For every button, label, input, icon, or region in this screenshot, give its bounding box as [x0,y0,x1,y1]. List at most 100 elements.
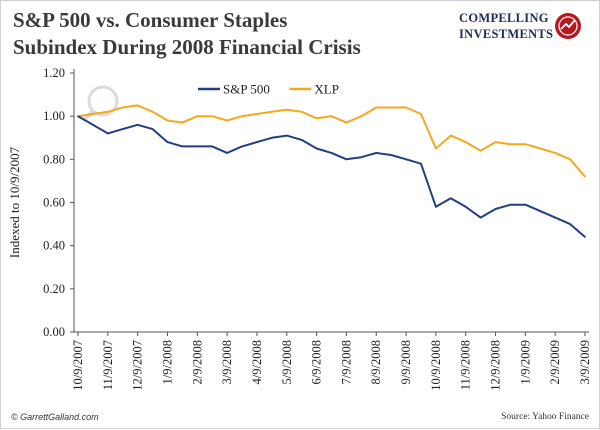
y-tick-label: 1.00 [43,109,65,123]
chart-title-line1: S&P 500 vs. Consumer Staples [13,8,288,32]
data-point [107,111,109,113]
data-point [509,143,512,146]
chart-title-line2: Subindex During 2008 Financial Crisis [13,35,361,59]
legend-label: XLP [314,82,339,97]
data-point [271,136,273,139]
data-point [494,208,497,210]
data-point [494,141,497,143]
data-point [226,119,228,122]
data-point [196,115,199,117]
data-point [285,134,288,137]
data-point [554,152,556,154]
series-layer [77,104,586,238]
data-point [345,121,348,124]
x-tick-label: 3/9/2009 [578,340,592,384]
chart-title: S&P 500 vs. Consumer Staples Subindex Du… [13,7,453,61]
data-point [211,115,214,117]
data-point [584,236,586,238]
data-point [435,206,437,208]
data-point [464,141,467,143]
y-tick-label: 0.80 [43,152,65,166]
data-point [524,143,527,146]
data-point [136,124,139,126]
x-tick-label: 10/9/2008 [429,340,443,391]
x-tick-label: 12/9/2007 [131,340,145,391]
data-point [539,147,542,150]
data-point [121,128,124,130]
data-point [151,128,154,130]
data-point [241,115,243,117]
data-point [360,156,363,158]
data-point [509,203,512,206]
x-tick-label: 3/9/2008 [220,340,234,384]
data-point [181,145,184,148]
data-point [569,223,571,225]
data-point [479,149,482,152]
data-point [524,203,527,206]
y-tick-label: 1.20 [43,66,65,80]
x-tick-label: 2/9/2009 [548,340,562,384]
x-tick-label: 6/9/2008 [310,340,324,384]
data-point [92,124,94,126]
x-tick-label: 5/9/2008 [280,340,294,384]
y-tick-label: 0.00 [43,325,65,339]
x-tick-label: 9/9/2008 [399,340,413,384]
x-tick-label: 12/9/2008 [489,340,503,391]
data-point [360,115,363,117]
data-point [345,158,348,161]
data-point [330,152,333,154]
data-point [330,115,333,117]
chart-legend: S&P 500 XLP [198,82,339,97]
data-point [420,113,422,115]
data-point [166,119,169,122]
brand-logo: COMPELLING INVESTMENTS [459,9,581,49]
data-point [479,216,482,219]
data-point [390,154,392,156]
data-point [226,152,228,154]
data-point [300,111,303,113]
brand-line2: INVESTMENTS [459,27,554,41]
brand-seal-icon [555,13,581,39]
data-point [196,145,199,148]
x-tick-label: 4/9/2008 [250,340,264,384]
data-point [464,206,467,208]
data-point [449,134,452,137]
brand-line1: COMPELLING [459,11,549,25]
data-point [256,141,258,143]
data-point [136,104,139,107]
data-point [390,106,392,109]
data-point [166,141,169,143]
data-point [375,106,378,109]
data-point [181,121,184,124]
x-tick-label: 11/9/2008 [459,340,473,390]
footer-credit: © GarrettGalland.com [11,412,99,422]
data-point [107,132,109,135]
data-point [121,106,124,109]
data-point [584,175,586,178]
footer-source: Source: Yahoo Finance [501,412,589,422]
data-point [92,113,94,115]
series-line-s-p-500 [77,115,586,238]
x-tick-label: 1/9/2008 [160,340,174,384]
x-tick-label: 1/9/2009 [518,340,532,384]
data-point [405,158,407,161]
x-tick-label: 7/9/2008 [339,340,353,384]
data-point [405,106,407,109]
data-point [285,108,288,111]
x-tick-label: 2/9/2008 [190,340,204,384]
y-tick-label: 0.20 [43,282,65,296]
y-tick-label: 0.60 [43,196,65,210]
data-point [256,113,258,115]
data-point [420,162,422,165]
data-point [241,145,243,148]
data-point [211,145,214,148]
data-point [449,197,452,199]
y-axis-ticks: 0.00 0.20 0.40 0.60 0.80 1.00 1.20 [43,66,74,339]
data-point [300,139,303,141]
legend-label: S&P 500 [223,82,270,97]
data-point [315,147,318,150]
x-axis-ticks: 10/9/2007 11/9/2007 12/9/2007 1/9/2008 2/9/2… [71,332,592,391]
data-point [151,111,154,113]
